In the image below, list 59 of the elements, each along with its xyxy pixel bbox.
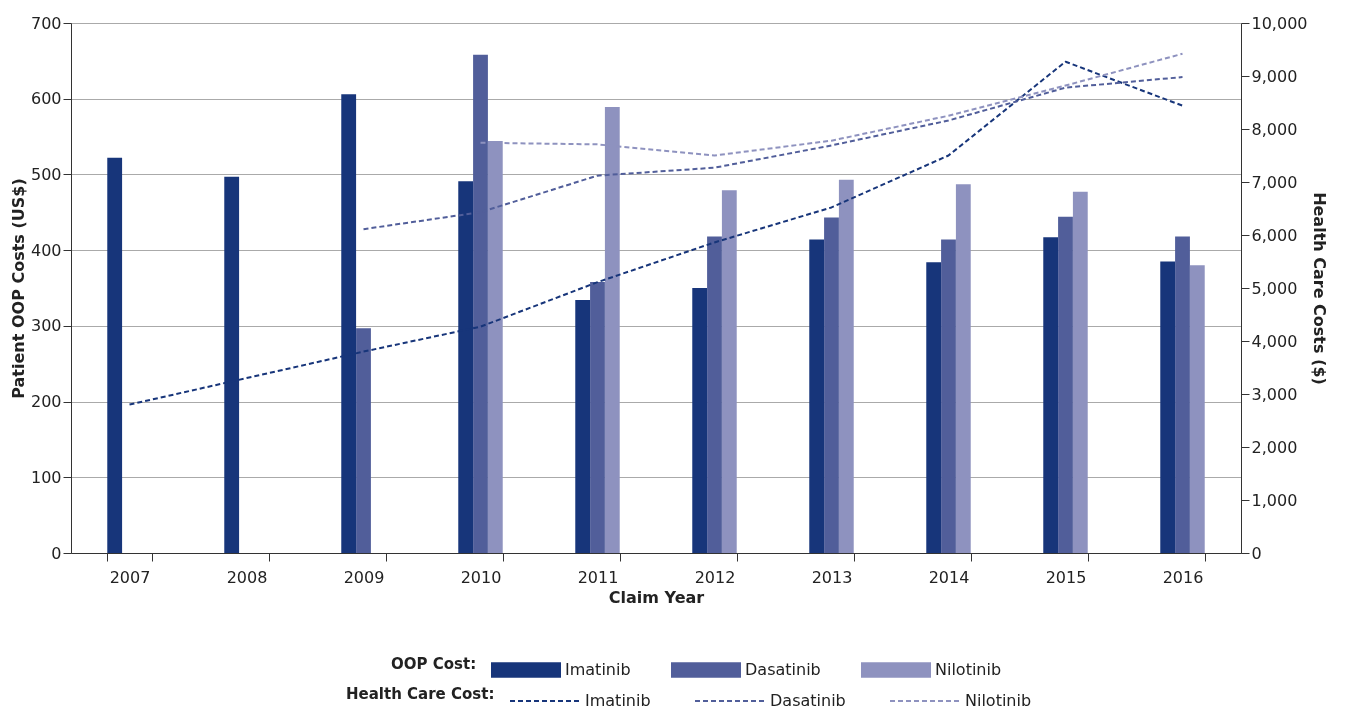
bar <box>955 184 971 553</box>
y2-tick-label: 2,000 <box>1251 437 1298 457</box>
bar <box>107 157 123 553</box>
y-tick-label: 200 <box>30 392 62 412</box>
bar <box>356 328 371 553</box>
bar <box>1072 191 1088 553</box>
x-tick-label: 2015 <box>1045 567 1087 587</box>
bar <box>575 300 591 553</box>
y-tick-label: 500 <box>30 164 62 184</box>
text: OOP Cost: <box>391 655 477 673</box>
x-tick-label: 2016 <box>1162 567 1204 587</box>
y2-axis-title: Health Care Costs ($) <box>1310 192 1330 385</box>
bar <box>824 217 839 553</box>
x-tick-label: 2009 <box>343 567 385 587</box>
x-tick-label: 2013 <box>811 567 853 587</box>
y-tick-label: 300 <box>30 316 62 336</box>
y-tick-label: 100 <box>30 467 62 487</box>
bar <box>721 190 737 553</box>
bar <box>838 179 854 553</box>
y2-tick-label: 8,000 <box>1251 119 1298 139</box>
x-tick-label: 2011 <box>577 567 619 587</box>
y-tick-label: 0 <box>51 543 62 563</box>
x-tick-label: 2010 <box>460 567 502 587</box>
x-tick-label: 2008 <box>226 567 268 587</box>
bar <box>590 281 605 553</box>
y-axis-title: Patient OOP Costs (US$) <box>8 178 28 399</box>
legend-label: Nilotinib <box>965 691 1032 710</box>
x-tick-label: 2012 <box>694 567 736 587</box>
bar <box>941 239 956 553</box>
y-tick-label: 700 <box>30 13 62 33</box>
legend-label: Imatinib <box>585 691 651 710</box>
bar <box>1058 216 1073 553</box>
y2-tick-label: 4,000 <box>1251 331 1298 351</box>
y2-tick-label: 10,000 <box>1251 13 1308 33</box>
bar <box>1160 261 1176 553</box>
legend-label: Dasatinib <box>745 660 821 679</box>
y2-tick-label: 6,000 <box>1251 225 1298 245</box>
bar <box>707 236 722 553</box>
y2-tick-label: 0 <box>1251 543 1262 563</box>
legend-label: Nilotinib <box>935 660 1002 679</box>
y-tick-label: 400 <box>30 240 62 260</box>
y2-tick-label: 7,000 <box>1251 172 1298 192</box>
bar <box>1043 237 1059 553</box>
bar <box>926 262 942 553</box>
y2-tick-label: 5,000 <box>1251 278 1298 298</box>
bar <box>1189 265 1205 553</box>
x-tick-label: 2014 <box>928 567 970 587</box>
legend-label: Dasatinib <box>770 691 846 710</box>
y2-tick-label: 1,000 <box>1251 490 1298 510</box>
y2-tick-label: 9,000 <box>1251 66 1298 86</box>
bar <box>809 239 825 553</box>
y2-tick-label: 3,000 <box>1251 384 1298 404</box>
bar <box>1175 236 1190 553</box>
bar <box>692 288 708 553</box>
x-axis-title: Claim Year <box>608 587 705 607</box>
legend-label: Imatinib <box>565 660 631 679</box>
y-tick-label: 600 <box>30 89 62 109</box>
text: Health Care Cost: <box>346 685 495 703</box>
x-tick-label: 2007 <box>109 567 151 587</box>
